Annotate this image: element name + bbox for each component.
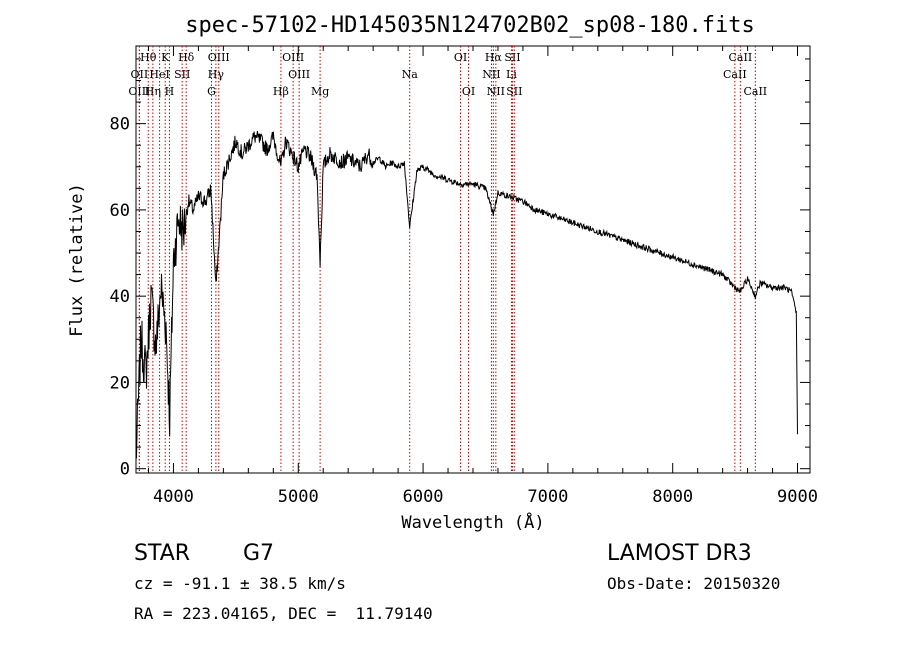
line-label-14: OIII [288,68,310,81]
x-tick-label-6000: 6000 [403,487,444,507]
line-label-25: CaII [729,51,753,64]
object-subclass: G7 [243,541,275,566]
line-label-24: SII [506,85,522,98]
y-axis: 0 20 40 60 80 [110,58,810,480]
line-label-17: OI [454,51,467,64]
line-label-19: Hα [485,51,503,64]
line-label-22: Li [506,68,517,81]
line-label-12: Hβ [273,85,289,98]
line-label-2: OIII [128,85,150,98]
y-tick-label-80: 80 [110,115,130,135]
y-tick-label-60: 60 [110,201,130,221]
y-axis-label: Flux (relative) [67,183,87,337]
x-tick-label-5000: 5000 [278,487,319,507]
spectrum-series [135,130,798,459]
spectrum-line [135,130,798,459]
chart-title: spec-57102-HD145035N124702B02_sp08-180.f… [185,13,755,38]
y-tick-label-0: 0 [120,460,130,480]
line-label-15: Mg [311,85,329,98]
line-label-8: SII [174,68,190,81]
line-label-10: Hγ [208,68,225,81]
y-tick-label-20: 20 [110,373,130,393]
survey-label: LAMOST DR3 [607,541,752,566]
line-label-23: NII [487,85,505,98]
line-label-0: Hθ [140,51,157,64]
x-axis-label: Wavelength (Å) [401,511,544,533]
x-tick-label-7000: 7000 [527,487,568,507]
line-label-27: CaII [743,85,767,98]
line-label-1: OII [131,68,149,81]
line-label-6: H [165,85,175,98]
line-label-26: CaII [723,68,747,81]
obs-date: Obs-Date: 20150320 [607,574,781,593]
x-tick-label-8000: 8000 [652,487,693,507]
object-class: STAR [134,541,191,566]
line-label-13: OIII [282,51,304,64]
x-tick-label-9000: 9000 [777,487,818,507]
line-label-3: K [161,51,170,64]
x-tick-label-4000: 4000 [153,487,194,507]
line-label-21: NII [482,68,500,81]
spectrum-chart: spec-57102-HD145035N124702B02_sp08-180.f… [67,13,818,533]
line-label-4: HeI [149,68,169,81]
plot-frame [135,45,811,474]
x-axis: 4000 5000 6000 7000 8000 9000 [147,46,818,507]
line-label-18: OI [462,85,475,98]
line-label-5: Hη [145,85,161,98]
line-label-20: SII [504,51,520,64]
redshift-text: cz = -91.1 ± 38.5 km/s [134,574,346,593]
line-label-7: Hδ [178,51,195,64]
coordinates: RA = 223.04165, DEC = 11.79140 [134,604,433,623]
line-label-9: OIII [208,51,230,64]
spectral-line-markers [138,46,756,473]
line-label-11: G [207,85,216,98]
line-label-16: Na [402,68,419,81]
y-tick-label-40: 40 [110,287,130,307]
